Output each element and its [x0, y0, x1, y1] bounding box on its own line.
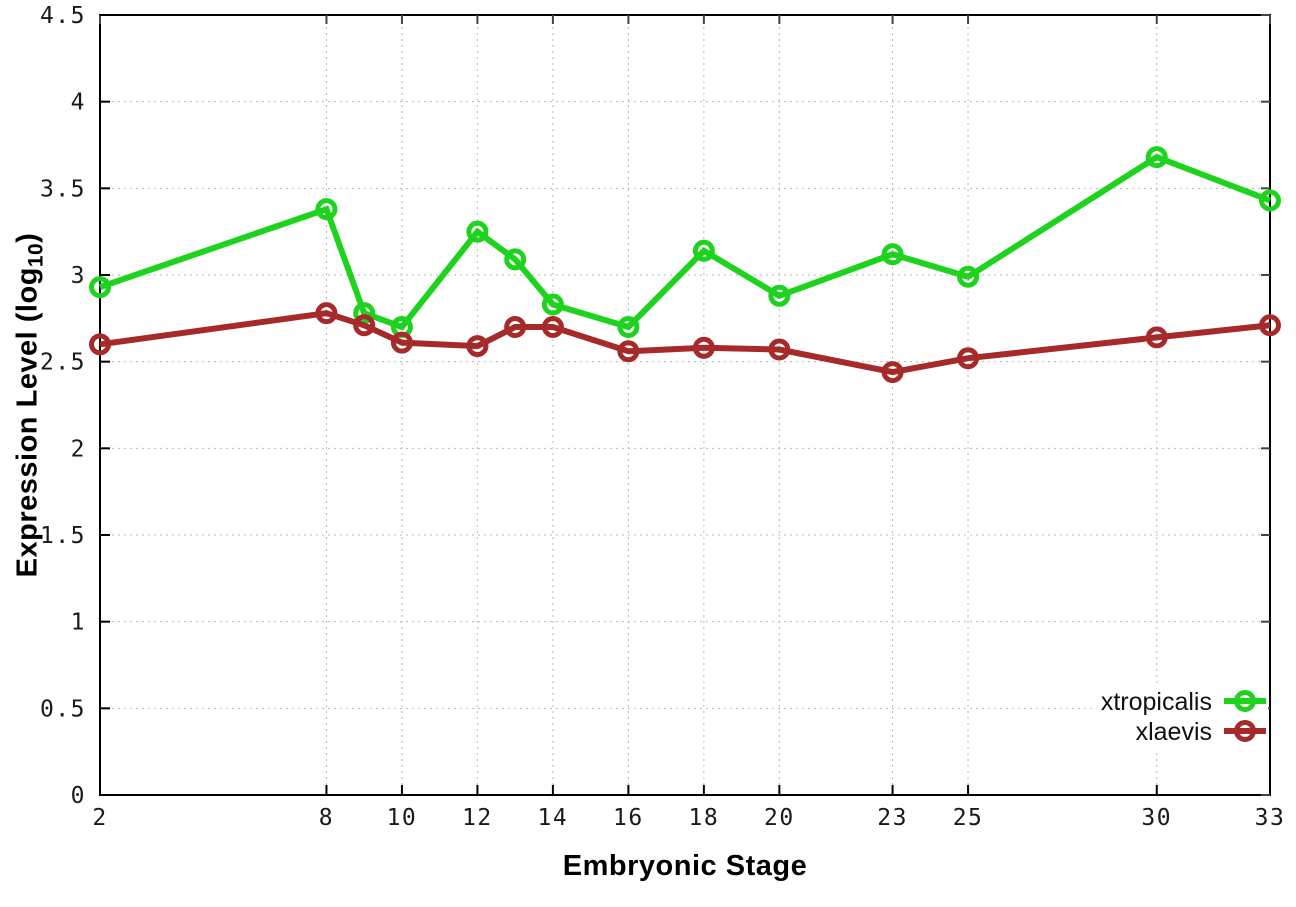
x-tick-label: 30: [1141, 805, 1172, 831]
y-tick-label: 3.5: [40, 176, 86, 202]
data-point-xlaevis: [957, 347, 980, 370]
legend-sample-marker-xtropicalis: [1234, 690, 1256, 712]
gridlines: [100, 15, 1270, 795]
data-point-xtropicalis: [957, 265, 980, 288]
y-tick-label: 0: [71, 783, 86, 809]
y-axis-title-subscript: 10: [24, 242, 48, 268]
data-point-xtropicalis: [1145, 146, 1168, 169]
y-axis-title-text: Expression Level (log: [11, 267, 44, 578]
data-point-xlaevis: [390, 331, 413, 354]
data-point-xlaevis: [504, 316, 527, 338]
x-tick-label: 16: [613, 805, 644, 831]
y-tick-label: 1.5: [40, 523, 86, 549]
data-point-xtropicalis: [768, 284, 791, 307]
axis-ticks: [99, 14, 1271, 796]
y-axis-title-suffix: ): [11, 232, 44, 243]
x-tick-label: 25: [953, 805, 984, 831]
y-axis-title: Expression Level (log10): [12, 233, 49, 578]
y-tick-label: 3: [71, 263, 86, 289]
data-point-xlaevis: [768, 338, 791, 361]
data-point-xlaevis: [541, 316, 564, 338]
data-point-xtropicalis: [1259, 189, 1281, 212]
y-tick-label: 0.5: [40, 696, 86, 722]
data-point-xlaevis: [315, 302, 338, 325]
data-point-xtropicalis: [541, 293, 564, 316]
data-point-xlaevis: [1259, 314, 1281, 337]
x-tick-label: 18: [689, 805, 720, 831]
legend-sample-marker-xlaevis: [1234, 720, 1256, 742]
data-point-xtropicalis: [692, 239, 715, 262]
data-point-xlaevis: [353, 314, 376, 337]
y-tick-label: 4.5: [40, 3, 86, 29]
data-point-xlaevis: [89, 333, 111, 356]
x-tick-label: 20: [764, 805, 795, 831]
series-xlaevis: [89, 302, 1281, 384]
x-tick-label: 14: [538, 805, 569, 831]
data-point-xtropicalis: [881, 243, 904, 266]
data-point-xtropicalis: [353, 302, 376, 325]
y-tick-label: 1: [71, 610, 86, 636]
y-tick-label: 2.5: [40, 350, 86, 376]
legend-label-xtropicalis: xtropicalis: [1101, 688, 1212, 716]
x-tick-label: 8: [319, 805, 334, 831]
series-xtropicalis: [89, 146, 1281, 338]
x-axis-title: Embryonic Stage: [562, 850, 808, 882]
plot-border: [99, 14, 1271, 796]
data-point-xlaevis: [466, 335, 489, 358]
y-tick-label: 2: [71, 436, 86, 462]
x-tick-label: 33: [1255, 805, 1286, 831]
data-point-xtropicalis: [466, 220, 489, 243]
data-point-xtropicalis: [315, 198, 338, 221]
x-tick-label: 10: [387, 805, 418, 831]
x-tick-label: 12: [462, 805, 493, 831]
data-point-xtropicalis: [504, 248, 527, 271]
data-point-xtropicalis: [89, 276, 111, 299]
data-point-xlaevis: [617, 340, 640, 363]
data-point-xlaevis: [692, 336, 715, 359]
legend-label-xlaevis: xlaevis: [1136, 718, 1212, 746]
data-point-xtropicalis: [617, 316, 640, 338]
series-line-xlaevis: [99, 310, 1271, 376]
x-tick-label: 23: [877, 805, 908, 831]
y-tick-label: 4: [71, 90, 86, 116]
tick-labels: 2 8 10 12 14 16 18 20 23 25 30 33 0 0.5 1 1.5 2 2.5 3 3.5 4 4…: [40, 3, 1286, 831]
data-point-xlaevis: [881, 361, 904, 384]
x-tick-label: 2: [92, 805, 107, 831]
series-line-xtropicalis: [99, 153, 1272, 331]
data-point-xlaevis: [1145, 326, 1168, 349]
